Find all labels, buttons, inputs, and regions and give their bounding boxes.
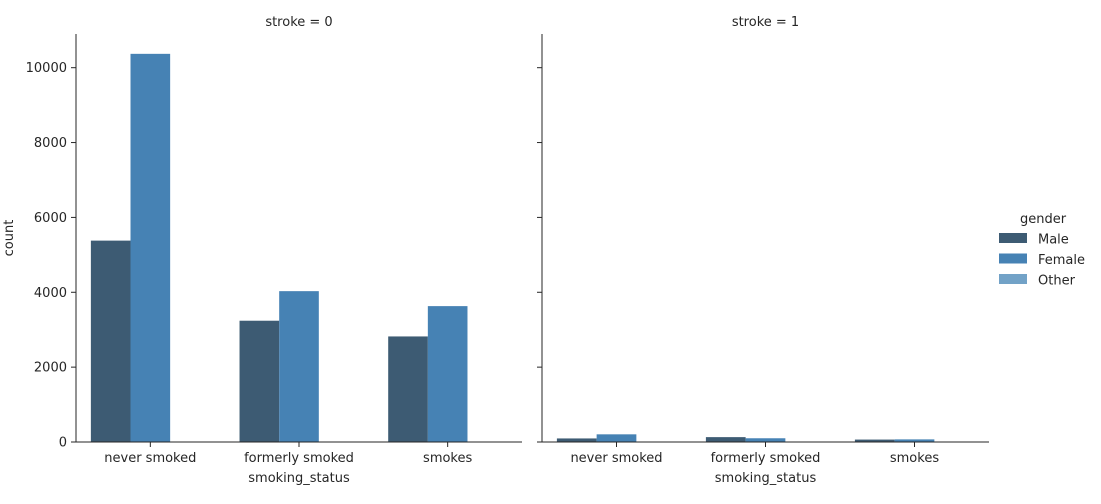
y-axis-label: count (2, 220, 17, 257)
y-tick-label-10000: 10000 (26, 61, 67, 76)
y-tick-label-6000: 6000 (34, 211, 67, 226)
legend-swatch-other (999, 274, 1027, 284)
y-tick-label-2000: 2000 (34, 361, 67, 376)
legend-title: gender (1020, 212, 1067, 227)
bar-panel2-formerly-smoked-male (706, 437, 746, 442)
legend-swatch-female (999, 254, 1027, 264)
bar-panel1-smokes-female (428, 306, 468, 442)
x-tick-label-panel2-smokes: smokes (890, 451, 939, 466)
bar-panel2-formerly-smoked-female (746, 438, 786, 442)
bar-panel1-formerly-smoked-female (279, 291, 319, 442)
x-axis-label-panel1: smoking_status (248, 471, 350, 486)
bar-panel1-never-smoked-female (131, 54, 171, 442)
bar-panel2-never-smoked-female (597, 434, 637, 442)
bar-panel1-smokes-male (388, 336, 428, 442)
x-tick-label-panel2-never-smoked: never smoked (570, 451, 662, 466)
y-tick-label-0: 0 (59, 436, 67, 451)
panel-title-2: stroke = 1 (732, 15, 799, 30)
x-tick-label-panel1-smokes: smokes (423, 451, 472, 466)
legend-swatch-male (999, 233, 1027, 243)
bar-panel1-formerly-smoked-male (240, 321, 280, 442)
legend-label-other: Other (1038, 274, 1076, 289)
bar-panel1-never-smoked-male (91, 241, 131, 442)
x-tick-label-panel2-formerly-smoked: formerly smoked (711, 451, 821, 466)
legend-label-female: Female (1038, 253, 1085, 268)
x-axis-label-panel2: smoking_status (715, 471, 817, 486)
x-tick-label-panel1-formerly-smoked: formerly smoked (244, 451, 354, 466)
legend-label-male: Male (1038, 233, 1069, 248)
y-tick-label-4000: 4000 (34, 286, 67, 301)
y-tick-label-8000: 8000 (34, 136, 67, 151)
bar-panel2-never-smoked-male (557, 438, 597, 442)
panel-title-1: stroke = 0 (265, 15, 332, 30)
x-tick-label-panel1-never-smoked: never smoked (104, 451, 196, 466)
